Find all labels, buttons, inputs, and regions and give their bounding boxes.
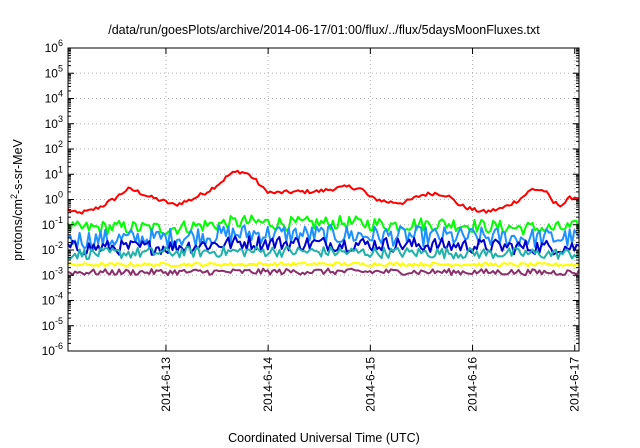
series-lines	[67, 169, 580, 277]
x-axis-ticks: 2014-6-13 2014-6-14 2014-6-15 2014-6-16 2014…	[159, 48, 582, 412]
grid	[68, 48, 579, 351]
y-tick-label: 106	[45, 38, 63, 55]
y-axis-label-post: -s-sr-MeV	[11, 138, 25, 194]
y-tick-label: 101	[45, 164, 63, 181]
series-line	[67, 267, 580, 277]
series-line	[67, 214, 580, 236]
y-axis-ticks: 10-6 10-5 10-4 10-3 10-2 10-1 100 101 102 103 104 1…	[42, 38, 579, 358]
y-axis-label-pre: protons/cm	[11, 199, 25, 261]
y-tick-label: 105	[45, 63, 63, 80]
x-tick-label: 2014-6-14	[261, 357, 275, 412]
series-line	[67, 169, 580, 215]
x-tick-label: 2014-6-15	[363, 357, 377, 412]
y-tick-label: 10-3	[42, 265, 63, 282]
y-tick-label: 10-4	[42, 291, 63, 308]
y-tick-label: 102	[45, 139, 63, 156]
x-axis-label: Coordinated Universal Time (UTC)	[228, 431, 420, 445]
series-line	[67, 261, 580, 268]
series-line	[67, 245, 580, 260]
series-line	[67, 223, 580, 251]
y-tick-label: 104	[45, 89, 63, 106]
x-tick-label: 2014-6-13	[159, 357, 173, 412]
y-tick-label: 10-6	[42, 341, 63, 358]
x-tick-label: 2014-6-17	[568, 357, 582, 412]
chart-title: /data/run/goesPlots/archive/2014-06-17/0…	[108, 23, 540, 37]
y-tick-label: 10-2	[42, 240, 63, 257]
y-axis-label: protons/cm2-s-sr-MeV	[9, 138, 25, 260]
y-tick-label: 100	[45, 190, 63, 207]
y-tick-label: 10-1	[42, 215, 63, 232]
y-tick-label: 10-5	[42, 316, 63, 333]
x-tick-label: 2014-6-16	[466, 357, 480, 412]
y-tick-label: 103	[45, 114, 63, 131]
y-axis-label-sup: 2	[9, 194, 19, 199]
